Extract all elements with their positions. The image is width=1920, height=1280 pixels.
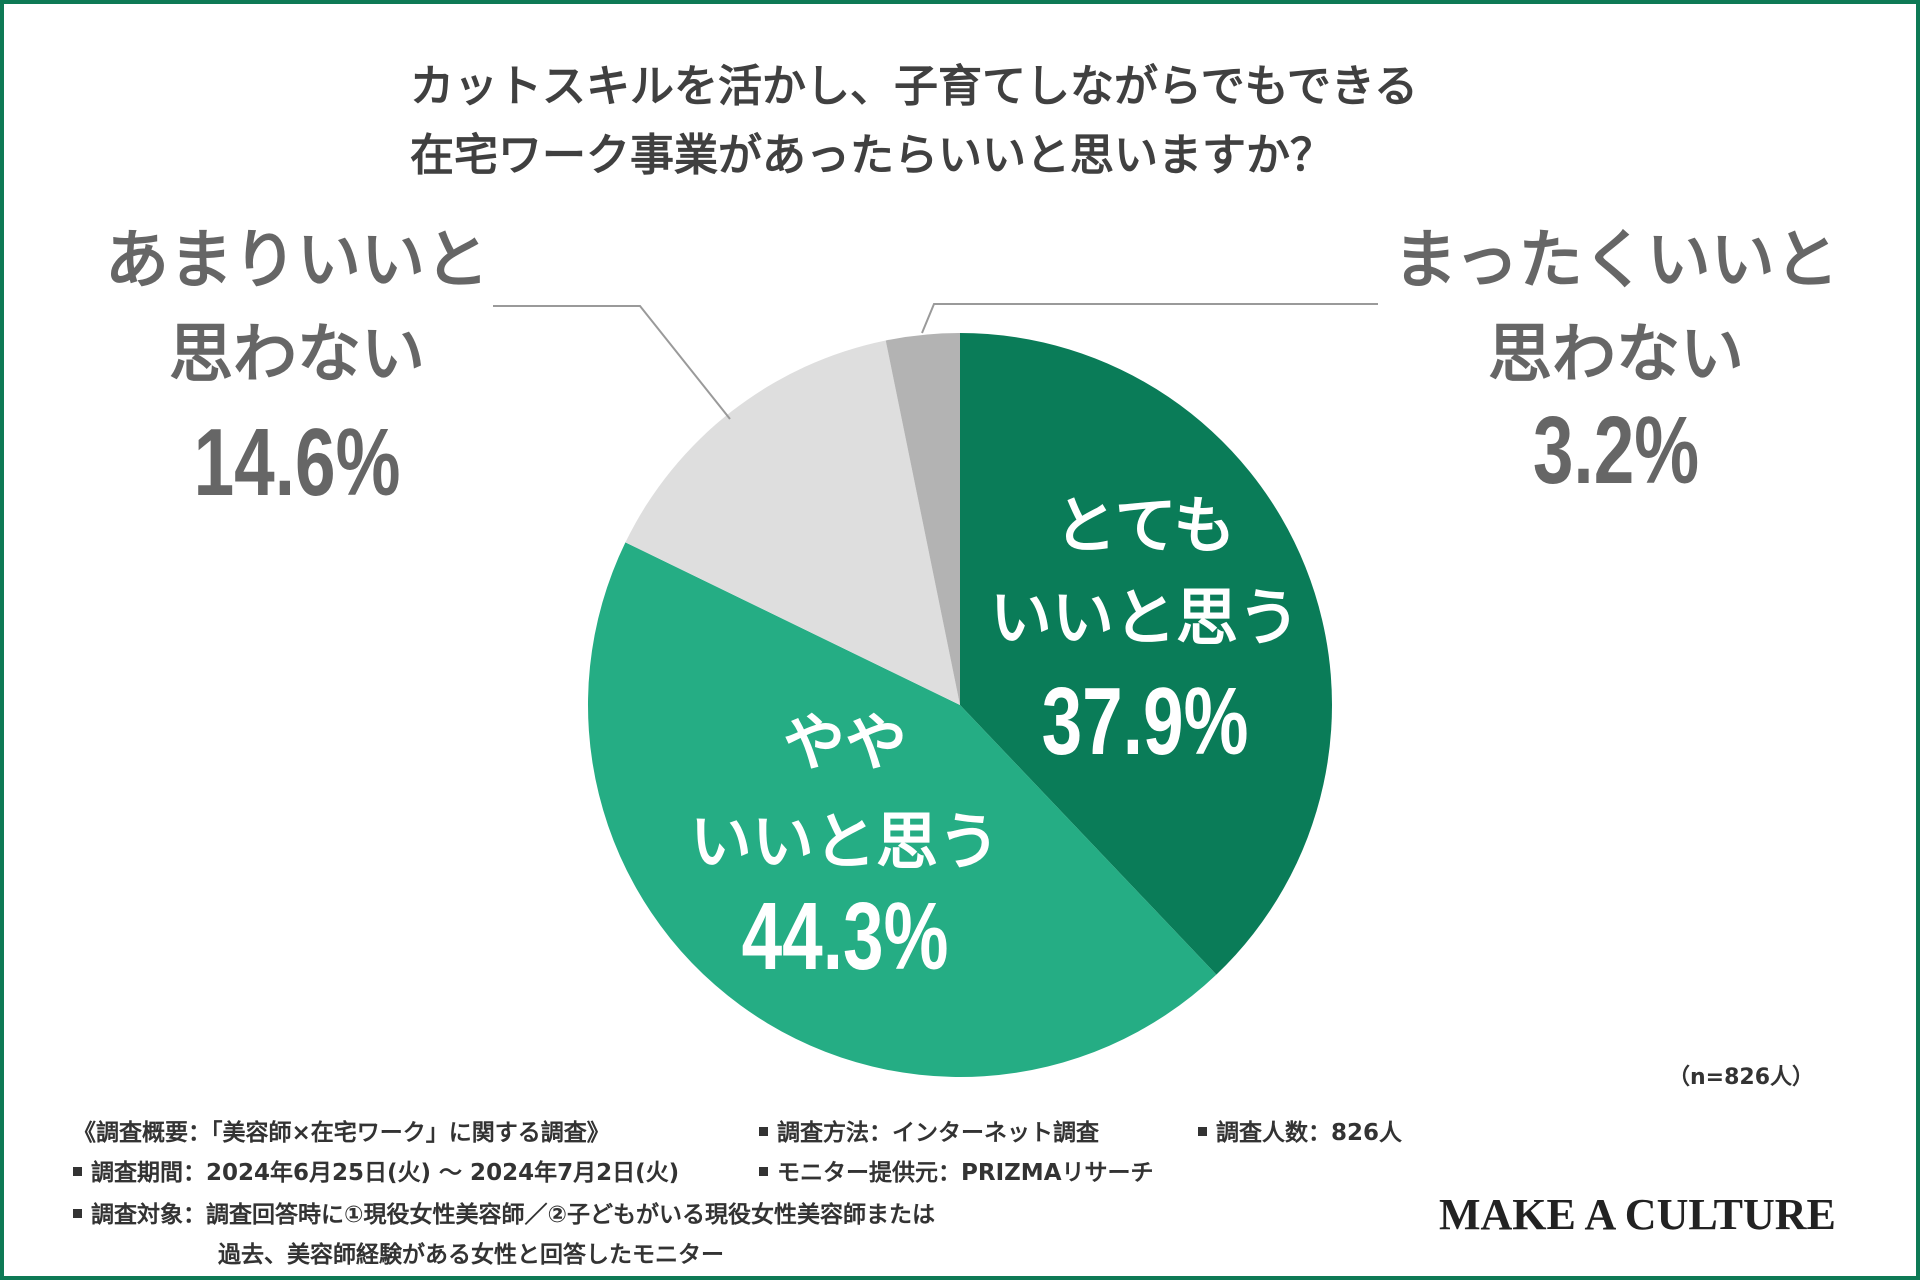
leader-line-not-good-at-all (921, 303, 1378, 334)
square-bullet-icon (1198, 1127, 1207, 1136)
chart-title: カットスキルを活かし、子育てしながらでもできる 在宅ワーク事業があったらいいと思… (410, 61, 1419, 181)
survey-target-text: 調査対象：調査回答時に①現役女性美容師／②子どもがいる現役女性美容師または (91, 1202, 935, 1228)
slice-value-somewhat-good: 44.3% (741, 883, 949, 990)
survey-provider-text: モニター提供元：PRIZMAリサーチ (777, 1160, 1154, 1186)
slice-value-not-very-good: 14.6% (193, 409, 401, 516)
square-bullet-icon (73, 1167, 82, 1176)
survey-provider: モニター提供元：PRIZMAリサーチ (759, 1158, 1154, 1188)
pie-slice-not-very-good (625, 340, 960, 705)
survey-respondents-text: 調査人数：826人 (1216, 1120, 1403, 1146)
slice-label-very-good: とても いいと思う (989, 489, 1301, 654)
slice-value-very-good: 37.9% (1041, 668, 1249, 775)
slice-label-not-good-at-all: まったくいいと 思わない (1393, 224, 1839, 392)
slice-value-not-good-at-all: 3.2% (1532, 397, 1700, 504)
sample-size-note: （n=826人） (1668, 1065, 1815, 1090)
square-bullet-icon (73, 1209, 82, 1218)
survey-target: 調査対象：調査回答時に①現役女性美容師／②子どもがいる現役女性美容師または (73, 1200, 935, 1230)
survey-respondents: 調査人数：826人 (1198, 1118, 1402, 1148)
square-bullet-icon (759, 1167, 768, 1176)
slice-label-somewhat-good: やや いいと思う (689, 706, 1001, 878)
brand-logo: MAKE A CULTURE (1439, 1190, 1836, 1239)
pie-slice-somewhat-good (587, 542, 1217, 1078)
survey-method: 調査方法：インターネット調査 (759, 1118, 1099, 1148)
slice-label-not-very-good: あまりいいと 思わない (105, 224, 489, 392)
pie-slice-very-good (960, 333, 1332, 975)
leader-line-not-very-good (493, 305, 731, 420)
pie-slices (587, 333, 1332, 1078)
survey-method-text: 調査方法：インターネット調査 (777, 1120, 1099, 1146)
survey-period: 調査期間：2024年6月25日(火) 〜 2024年7月2日(火) (73, 1158, 679, 1188)
survey-period-text: 調査期間：2024年6月25日(火) 〜 2024年7月2日(火) (91, 1160, 680, 1186)
pie-slice-not-good-at-all (885, 333, 960, 705)
square-bullet-icon (759, 1127, 768, 1136)
survey-overview: 《調査概要：「美容師×在宅ワーク」に関する調査》 (73, 1120, 610, 1146)
survey-target-continued: 過去、美容師経験がある女性と回答したモニター (218, 1242, 724, 1268)
